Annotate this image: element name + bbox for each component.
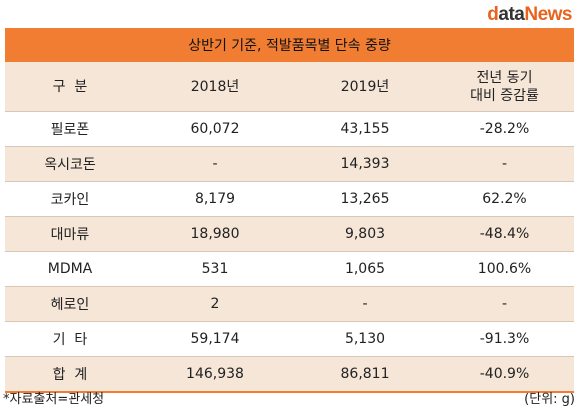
source-note: *자료출처=관세청 — [3, 391, 105, 407]
header-change: 전년 동기 대비 증감률 — [435, 62, 574, 112]
cell-change: -91.3% — [435, 321, 574, 357]
cell-item: 기 타 — [5, 321, 135, 357]
total-2019: 86,811 — [295, 356, 435, 393]
cell-item: 대마류 — [5, 216, 135, 252]
table-row: MDMA 531 1,065 100.6% — [5, 251, 574, 287]
cell-change: 62.2% — [435, 181, 574, 217]
cell-item: 헤로인 — [5, 286, 135, 322]
table-row: 옥시코돈 - 14,393 - — [5, 146, 574, 182]
cell-2019: 13,265 — [295, 181, 435, 217]
table-total-row: 합 계 146,938 86,811 -40.9% — [5, 356, 574, 393]
seizure-table: 구 분 2018년 2019년 전년 동기 대비 증감률 필로폰 60,072 … — [5, 62, 574, 393]
cell-2019: 9,803 — [295, 216, 435, 252]
table-row: 헤로인 2 - - — [5, 286, 574, 322]
table-row: 기 타 59,174 5,130 -91.3% — [5, 321, 574, 357]
table-row: 대마류 18,980 9,803 -48.4% — [5, 216, 574, 252]
cell-2018: 18,980 — [135, 216, 295, 252]
total-change: -40.9% — [435, 356, 574, 393]
cell-2018: 2 — [135, 286, 295, 322]
total-label: 합 계 — [5, 356, 135, 393]
table-title-text: 상반기 기준, 적발품목별 단속 중량 — [188, 38, 391, 54]
cell-2019: 1,065 — [295, 251, 435, 287]
cell-change: 100.6% — [435, 251, 574, 287]
cell-item: 필로폰 — [5, 111, 135, 147]
cell-change: -28.2% — [435, 111, 574, 147]
datanews-logo: dataNews — [487, 4, 572, 25]
table-title: 상반기 기준, 적발품목별 단속 중량 — [5, 28, 574, 62]
cell-2019: 5,130 — [295, 321, 435, 357]
header-2019: 2019년 — [295, 62, 435, 112]
table-footer: *자료출처=관세청 (단위: g) — [3, 386, 575, 408]
cell-2018: 60,072 — [135, 111, 295, 147]
cell-change: -48.4% — [435, 216, 574, 252]
cell-2019: 14,393 — [295, 146, 435, 182]
cell-2019: 43,155 — [295, 111, 435, 147]
cell-item: 옥시코돈 — [5, 146, 135, 182]
cell-item: MDMA — [5, 251, 135, 287]
total-2018: 146,938 — [135, 356, 295, 393]
cell-change: - — [435, 286, 574, 322]
cell-2018: 59,174 — [135, 321, 295, 357]
cell-2018: - — [135, 146, 295, 182]
unit-note: (단위: g) — [524, 391, 575, 407]
cell-2019: - — [295, 286, 435, 322]
table-row: 코카인 8,179 13,265 62.2% — [5, 181, 574, 217]
table-header-row: 구 분 2018년 2019년 전년 동기 대비 증감률 — [5, 62, 574, 112]
header-2018: 2018년 — [135, 62, 295, 112]
cell-change: - — [435, 146, 574, 182]
cell-2018: 531 — [135, 251, 295, 287]
table-row: 필로폰 60,072 43,155 -28.2% — [5, 111, 574, 147]
header-category: 구 분 — [5, 62, 135, 112]
cell-2018: 8,179 — [135, 181, 295, 217]
cell-item: 코카인 — [5, 181, 135, 217]
